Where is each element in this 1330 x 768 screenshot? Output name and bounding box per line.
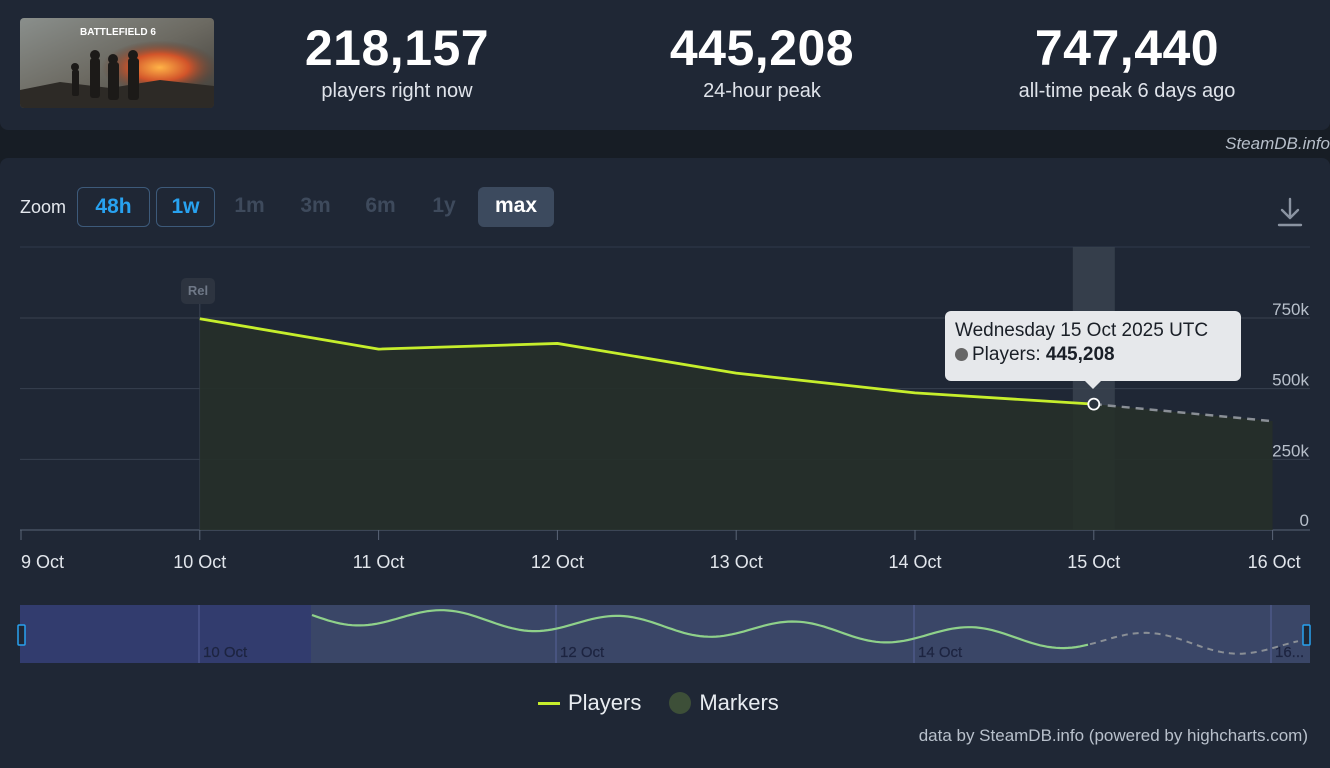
zoom-1y-button[interactable]: 1y	[432, 194, 456, 217]
all-time-peak-label: all-time peak 6 days ago	[1018, 80, 1236, 102]
current-players-value: 218,157	[304, 20, 490, 76]
all-time-peak-value: 747,440	[1034, 20, 1220, 76]
tooltip-series-label: Players:	[972, 344, 1041, 365]
zoom-max-button[interactable]: max	[478, 187, 554, 227]
tooltip-value: 445,208	[1045, 344, 1115, 365]
download-icon[interactable]	[1276, 196, 1304, 228]
zoom-48h-button[interactable]: 48h	[77, 187, 150, 227]
tooltip-row: Players: 445,208	[955, 344, 1231, 366]
chart-panel	[0, 158, 1330, 768]
peak-24h-value: 445,208	[669, 20, 855, 76]
stats-header: BATTLEFIELD 6 218,157 players right now …	[0, 0, 1330, 130]
legend-circle-icon	[669, 692, 692, 714]
zoom-1w-button[interactable]: 1w	[156, 187, 215, 227]
zoom-1m-button[interactable]: 1m	[234, 194, 265, 217]
current-players-stat: 218,157 players right now	[247, 22, 547, 103]
data-credit[interactable]: data by SteamDB.info (powered by highcha…	[918, 726, 1308, 745]
chart-legend: Players Markers	[538, 688, 807, 718]
peak-24h-stat: 445,208 24-hour peak	[612, 22, 912, 103]
legend-markers-label: Markers	[699, 690, 779, 715]
peak-24h-label: 24-hour peak	[703, 80, 821, 102]
game-thumbnail[interactable]: BATTLEFIELD 6	[20, 18, 214, 108]
all-time-peak-stat: 747,440 all-time peak 6 days ago	[977, 22, 1277, 103]
zoom-6m-button[interactable]: 6m	[365, 194, 396, 217]
steamdb-credit-top[interactable]: SteamDB.info	[1225, 134, 1330, 153]
legend-item-markers[interactable]: Markers	[669, 690, 779, 716]
legend-item-players[interactable]: Players	[538, 690, 641, 716]
release-marker[interactable]: Rel	[181, 278, 215, 304]
legend-line-icon	[538, 701, 560, 705]
tooltip-dot-icon	[955, 348, 968, 361]
tooltip-title: Wednesday 15 Oct 2025 UTC	[955, 320, 1209, 341]
chart-tooltip: Wednesday 15 Oct 2025 UTC Players: 445,2…	[945, 311, 1241, 389]
zoom-label: Zoom	[20, 197, 67, 217]
thumbnail-title: BATTLEFIELD 6	[80, 27, 156, 38]
current-players-label: players right now	[321, 80, 473, 102]
legend-players-label: Players	[568, 690, 642, 715]
zoom-3m-button[interactable]: 3m	[300, 194, 331, 217]
